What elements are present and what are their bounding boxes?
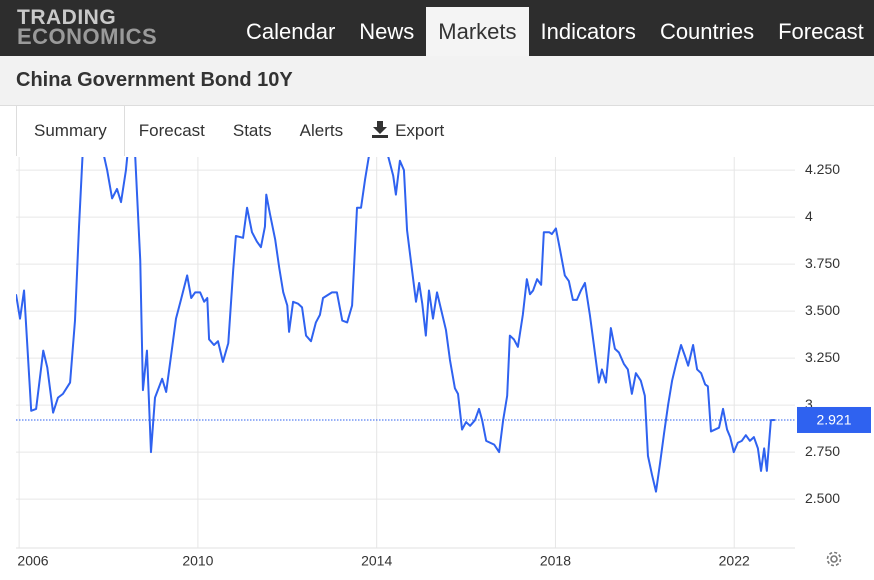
logo-text: ECONOMICS bbox=[17, 24, 158, 49]
x-tick-label: 2014 bbox=[361, 553, 392, 569]
line-series bbox=[16, 157, 775, 493]
nav-item[interactable]: Forecast bbox=[778, 19, 864, 44]
y-tick-label: 4 bbox=[805, 208, 813, 224]
tab[interactable]: Alerts bbox=[286, 106, 357, 156]
current-value-label: 2.921 bbox=[816, 412, 851, 428]
download-icon bbox=[372, 121, 389, 138]
tab-label: Export bbox=[395, 121, 445, 140]
tabs: Summary Forecast Stats Alerts Export bbox=[16, 106, 458, 157]
y-tick-label: 2.500 bbox=[805, 490, 840, 506]
current-value-tag bbox=[797, 406, 871, 433]
logo-text: TRADING bbox=[17, 6, 117, 29]
tab-label: Alerts bbox=[299, 121, 344, 140]
settings-icon[interactable] bbox=[826, 551, 842, 567]
nav-item[interactable]: Markets bbox=[426, 7, 529, 56]
x-tick-label: 2018 bbox=[540, 553, 571, 569]
y-tick-label: 3 bbox=[805, 396, 813, 412]
page-title: China Government Bond 10Y bbox=[16, 69, 293, 91]
y-tick-label: 3.750 bbox=[805, 255, 840, 271]
tab[interactable]: Forecast bbox=[125, 106, 219, 156]
y-tick-label: 2.750 bbox=[805, 443, 840, 459]
x-tick-label: 2010 bbox=[182, 553, 213, 569]
nav-item[interactable]: Countries bbox=[659, 19, 755, 44]
tab[interactable]: Summary bbox=[16, 106, 125, 156]
tab-label: Summary bbox=[34, 121, 107, 140]
x-tick-label: 2006 bbox=[17, 553, 48, 569]
y-tick-label: 3.500 bbox=[805, 302, 840, 318]
nav-item[interactable]: News bbox=[359, 19, 415, 44]
y-tick-label: 3.250 bbox=[805, 349, 840, 365]
tab[interactable]: Stats bbox=[219, 106, 286, 156]
x-tick-label: 2022 bbox=[719, 553, 750, 569]
top-bar: TRADING ECONOMICS Calendar News Markets Ind… bbox=[0, 0, 874, 56]
tab-label: Stats bbox=[232, 121, 272, 140]
tab[interactable]: Export bbox=[357, 106, 458, 156]
nav: Calendar News Markets Indicators Countries Fo… bbox=[234, 7, 874, 56]
logo[interactable]: TRADING ECONOMICS bbox=[17, 6, 158, 49]
header: China Government Bond 10Y bbox=[0, 56, 874, 106]
nav-item[interactable]: Calendar bbox=[246, 19, 336, 44]
nav-item[interactable]: Indicators bbox=[540, 19, 636, 44]
y-tick-label: 4.250 bbox=[805, 161, 840, 177]
tab-label: Forecast bbox=[138, 121, 205, 140]
